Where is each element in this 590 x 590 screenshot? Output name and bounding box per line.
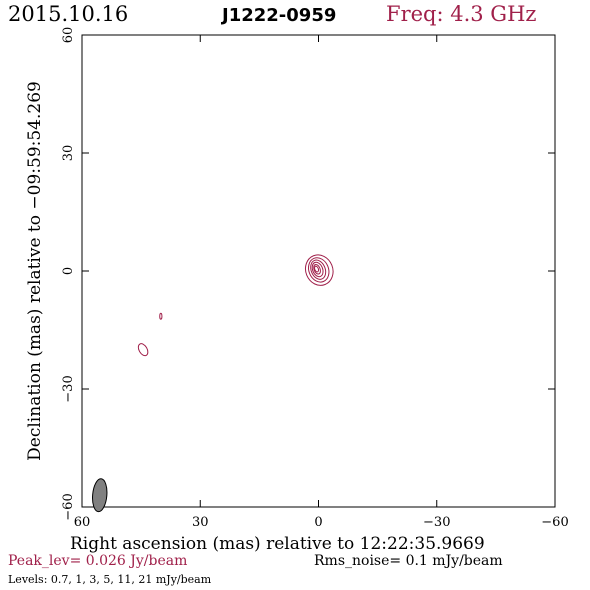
faint-component-contour <box>137 343 149 357</box>
x-tick-label: 30 <box>192 515 209 530</box>
peak-level: Peak_lev= 0.026 Jy/beam <box>8 553 188 569</box>
core-contour <box>314 265 320 273</box>
y-tick-label: 30 <box>61 145 76 162</box>
contour-group <box>137 254 334 357</box>
axis-ticks <box>81 34 556 508</box>
rms-noise: Rms_noise= 0.1 mJy/beam <box>314 553 503 569</box>
tick-labels: 60 30 0 −30 −60 −60 −30 0 30 60 <box>61 27 569 530</box>
beam-group <box>92 478 108 513</box>
core-contour <box>304 254 334 286</box>
x-axis-label: Right ascension (mas) relative to 12:22:… <box>70 534 485 554</box>
frequency-label: Freq: 4.3 GHz <box>386 2 537 26</box>
core-contour <box>313 263 321 275</box>
source-name: J1222-0959 <box>222 5 337 26</box>
core-contour <box>310 259 327 280</box>
y-tick-label: 0 <box>61 267 76 275</box>
x-tick-label: −30 <box>423 515 450 530</box>
x-tick-label: −60 <box>541 515 568 530</box>
observation-date: 2015.10.16 <box>8 2 129 26</box>
core-contour <box>311 261 324 278</box>
beam-ellipse <box>92 478 108 513</box>
y-tick-label: −30 <box>61 375 76 402</box>
x-tick-label: 60 <box>74 515 91 530</box>
x-tick-label: 0 <box>314 515 322 530</box>
y-axis-label: Declination (mas) relative to −09:59:54.… <box>25 81 45 461</box>
noise-contour <box>159 312 163 320</box>
y-tick-label: 60 <box>61 27 76 44</box>
contour-levels: Levels: 0.7, 1, 3, 5, 11, 21 mJy/beam <box>8 573 212 586</box>
core-contour <box>308 257 330 283</box>
y-tick-label: −60 <box>61 493 76 520</box>
